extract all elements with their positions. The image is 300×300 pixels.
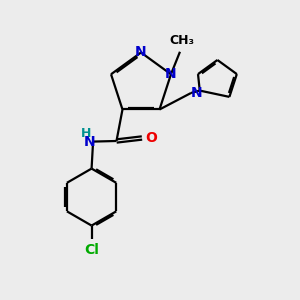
- Text: N: N: [165, 67, 177, 81]
- Text: N: N: [190, 86, 202, 100]
- Text: H: H: [81, 127, 92, 140]
- Text: Cl: Cl: [84, 244, 99, 257]
- Text: N: N: [135, 46, 147, 59]
- Text: N: N: [84, 135, 95, 148]
- Text: O: O: [146, 131, 158, 145]
- Text: CH₃: CH₃: [169, 34, 194, 47]
